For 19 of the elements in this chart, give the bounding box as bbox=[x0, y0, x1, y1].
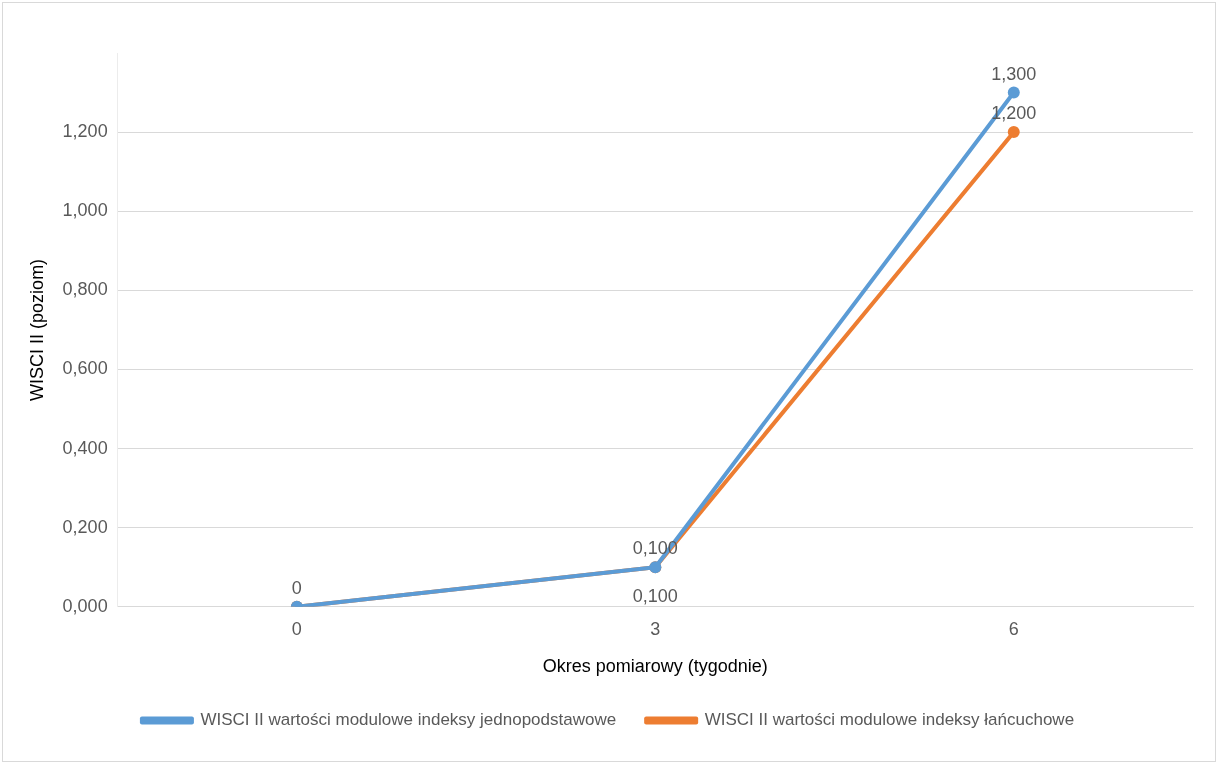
point bbox=[1007, 86, 1020, 99]
y-axis-title: WISCI II (poziom) bbox=[26, 258, 47, 401]
y-tick-label: 0,600 bbox=[62, 358, 108, 379]
x-tick-label: 0 bbox=[291, 618, 302, 639]
y-tick-label: 1,000 bbox=[62, 200, 108, 221]
data-label: 0 bbox=[291, 577, 302, 598]
y-tick-label: 0,400 bbox=[62, 437, 108, 458]
data-label: 1,300 bbox=[991, 63, 1037, 84]
data-label: 0,100 bbox=[632, 586, 678, 607]
y-tick-label: 0,200 bbox=[62, 516, 108, 537]
x-tick-label: 3 bbox=[650, 618, 661, 639]
point bbox=[1007, 126, 1020, 139]
legend-label: WISCI II wartości modulowe indeksy jednopodstawowe bbox=[200, 710, 617, 730]
y-tick-label: 0,800 bbox=[62, 279, 108, 300]
legend-label: WISCI II wartości modulowe indeksy łańcuchowe bbox=[704, 710, 1075, 730]
y-tick-label: 1,200 bbox=[62, 121, 108, 142]
x-tick-label: 6 bbox=[1008, 618, 1019, 639]
x-axis-title: Okres pomiarowy (tygodnie) bbox=[542, 656, 768, 677]
y-tick-label: 0,000 bbox=[62, 595, 108, 616]
